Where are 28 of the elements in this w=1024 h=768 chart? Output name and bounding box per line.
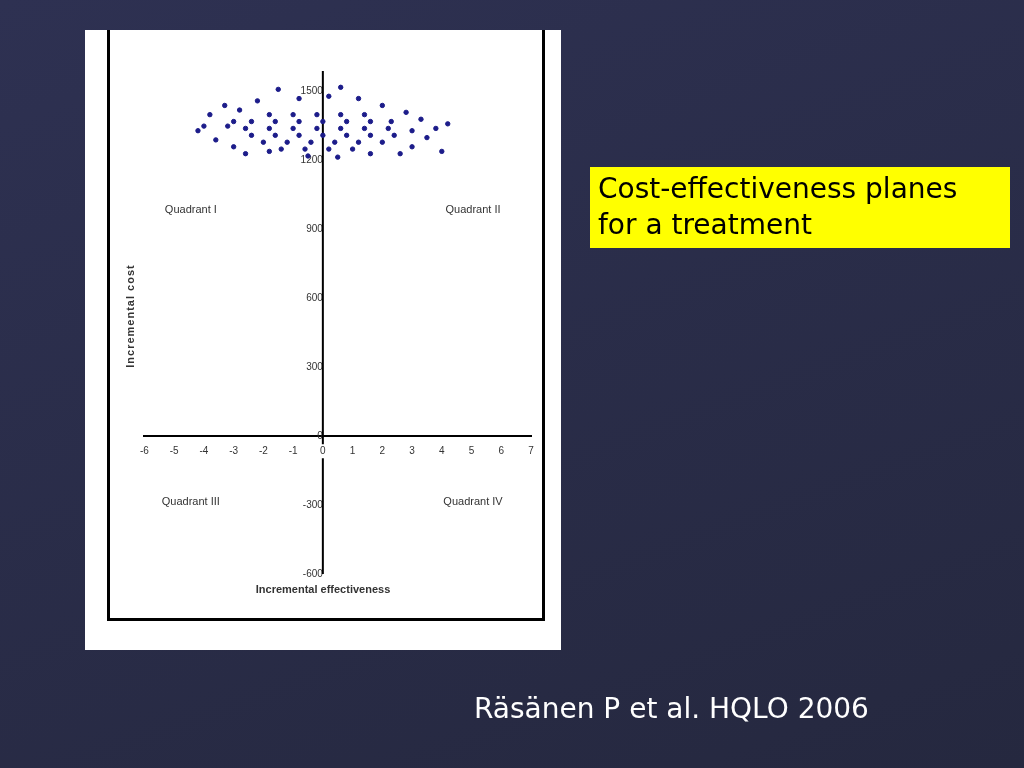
x-tick-label: -3 xyxy=(229,444,239,456)
x-axis-title: Incremental effectiveness xyxy=(254,583,392,595)
annotation: Quadrant I xyxy=(164,202,217,215)
x-tick-label: 3 xyxy=(409,444,416,456)
x-tick-label: 6 xyxy=(498,444,505,456)
y-tick-label: 0 xyxy=(317,429,324,441)
x-tick-label: 5 xyxy=(468,444,475,456)
annotation: Quadrant IV xyxy=(443,495,504,508)
text: Räsänen P et al. HQLO 2006 xyxy=(474,692,869,725)
y-tick-label: 900 xyxy=(306,223,324,235)
x-tick-label: 4 xyxy=(439,444,446,456)
y-tick-label: 600 xyxy=(306,292,324,304)
x-tick-label: 1 xyxy=(349,444,356,456)
y-axis-title: Incremental cost xyxy=(124,263,136,370)
x-tick-label: -5 xyxy=(169,444,180,456)
x-tick-label: -1 xyxy=(288,444,298,456)
x-tick-label: -4 xyxy=(199,444,209,456)
x-tick-label: 2 xyxy=(379,444,386,456)
x-tick-label: -6 xyxy=(139,444,150,456)
y-tick-label: 1500 xyxy=(300,85,324,97)
y-tick-label: -300 xyxy=(302,498,324,510)
text: Cost-effectiveness planes for a treatment xyxy=(590,167,1010,248)
annotation: Quadrant III xyxy=(161,495,220,508)
y-tick-label: 300 xyxy=(306,361,324,373)
x-tick-label: 7 xyxy=(528,444,535,456)
annotation: Quadrant II xyxy=(445,202,501,215)
x-tick-label: -2 xyxy=(258,444,269,456)
y-tick-label: -600 xyxy=(302,567,324,579)
